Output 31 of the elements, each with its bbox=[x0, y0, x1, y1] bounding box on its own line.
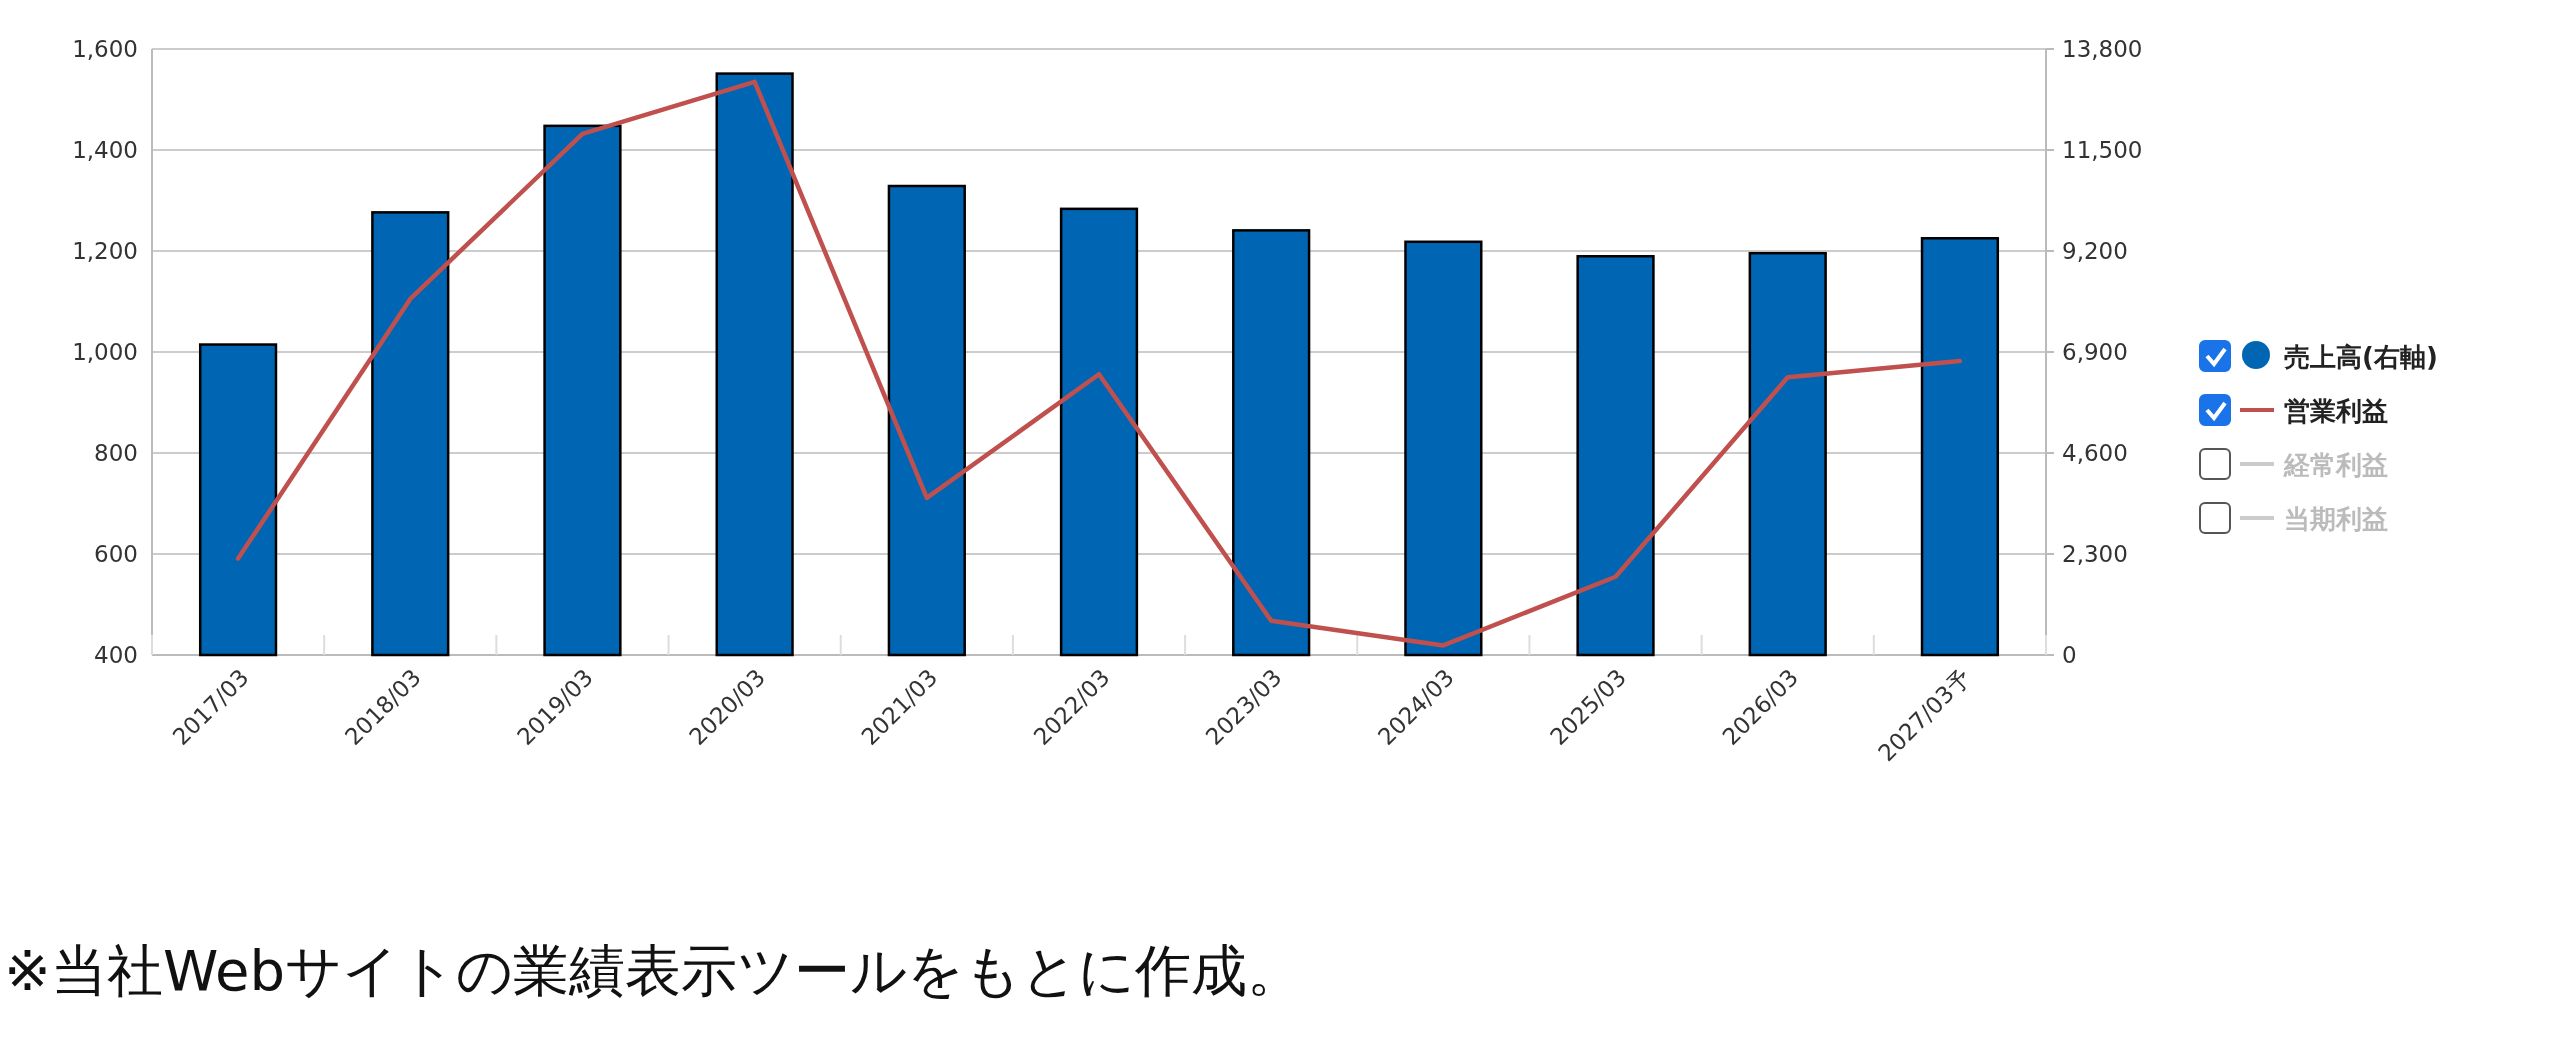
y2-tick-label: 6,900 bbox=[2062, 339, 2128, 365]
bar bbox=[1748, 251, 1827, 657]
bar bbox=[371, 211, 450, 657]
y2-tick-label: 0 bbox=[2062, 642, 2077, 668]
y2-tick-label: 13,800 bbox=[2062, 36, 2143, 62]
bar bbox=[1576, 255, 1655, 657]
bar bbox=[887, 184, 966, 657]
bar bbox=[198, 343, 278, 657]
y-tick-label: 800 bbox=[94, 440, 138, 466]
legend-label: 営業利益 bbox=[2284, 396, 2388, 426]
bar bbox=[1059, 207, 1139, 657]
legend-label: 売上高(右軸) bbox=[2284, 342, 2438, 372]
y2-tick-label: 9,200 bbox=[2062, 238, 2128, 264]
y-tick-label: 1,000 bbox=[72, 339, 138, 365]
y-tick-label: 400 bbox=[94, 642, 138, 668]
bar bbox=[1232, 229, 1311, 657]
y-tick-label: 1,600 bbox=[72, 36, 138, 62]
y2-tick-label: 11,500 bbox=[2062, 137, 2143, 163]
y2-tick-label: 2,300 bbox=[2062, 541, 2128, 567]
legend-label: 当期利益 bbox=[2284, 504, 2388, 534]
y-tick-label: 600 bbox=[94, 541, 138, 567]
bar bbox=[543, 124, 622, 657]
y2-tick-label: 4,600 bbox=[2062, 440, 2128, 466]
legend-label: 経常利益 bbox=[2283, 450, 2388, 480]
line-series bbox=[235, 79, 1963, 648]
bar bbox=[1404, 240, 1483, 657]
bar bbox=[1920, 237, 2000, 657]
bar bbox=[715, 72, 794, 657]
y-tick-label: 1,200 bbox=[72, 238, 138, 264]
text: ※当社Webサイトの業績表示ツールをもとに作成。 bbox=[4, 938, 1304, 1003]
y-tick-label: 1,400 bbox=[72, 137, 138, 163]
